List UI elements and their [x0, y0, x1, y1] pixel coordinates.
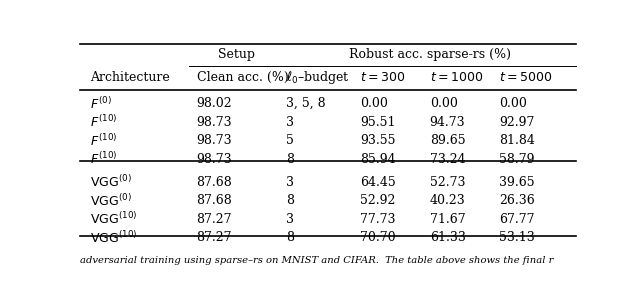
Text: 0.00: 0.00 [499, 97, 527, 110]
Text: 95.51: 95.51 [360, 116, 396, 129]
Text: Setup: Setup [218, 48, 255, 61]
Text: 98.73: 98.73 [196, 134, 232, 147]
Text: 71.67: 71.67 [429, 213, 465, 226]
Text: 89.65: 89.65 [429, 134, 465, 147]
Text: 26.36: 26.36 [499, 194, 535, 207]
Text: Clean acc. (%): Clean acc. (%) [196, 71, 288, 84]
Text: 93.55: 93.55 [360, 134, 396, 147]
Text: 67.77: 67.77 [499, 213, 534, 226]
Text: 3: 3 [286, 116, 294, 129]
Text: 40.23: 40.23 [429, 194, 465, 207]
Text: $\mathrm{VGG}^{(10)}$: $\mathrm{VGG}^{(10)}$ [90, 230, 137, 246]
Text: 87.27: 87.27 [196, 231, 232, 244]
Text: 3: 3 [286, 213, 294, 226]
Text: 8: 8 [286, 153, 294, 166]
Text: $t = 300$: $t = 300$ [360, 71, 406, 84]
Text: 77.73: 77.73 [360, 213, 396, 226]
Text: Robust acc. sparse-rs (%): Robust acc. sparse-rs (%) [349, 48, 511, 61]
Text: 8: 8 [286, 194, 294, 207]
Text: 8: 8 [286, 231, 294, 244]
Text: 5: 5 [286, 134, 294, 147]
Text: $F^{(10)}$: $F^{(10)}$ [90, 114, 117, 130]
Text: 73.24: 73.24 [429, 153, 465, 166]
Text: $F^{(10)}$: $F^{(10)}$ [90, 151, 117, 167]
Text: 0.00: 0.00 [360, 97, 388, 110]
Text: 3, 5, 8: 3, 5, 8 [286, 97, 326, 110]
Text: $t = 5000$: $t = 5000$ [499, 71, 552, 84]
Text: 87.68: 87.68 [196, 176, 232, 189]
Text: 92.97: 92.97 [499, 116, 534, 129]
Text: 70.70: 70.70 [360, 231, 396, 244]
Text: 87.27: 87.27 [196, 213, 232, 226]
Text: 52.92: 52.92 [360, 194, 396, 207]
Text: 61.33: 61.33 [429, 231, 465, 244]
Text: $\ell_0$–budget: $\ell_0$–budget [286, 69, 349, 86]
Text: 52.73: 52.73 [429, 176, 465, 189]
Text: 98.73: 98.73 [196, 153, 232, 166]
Text: $\mathrm{VGG}^{(10)}$: $\mathrm{VGG}^{(10)}$ [90, 211, 137, 227]
Text: 98.02: 98.02 [196, 97, 232, 110]
Text: 85.94: 85.94 [360, 153, 396, 166]
Text: $F^{(0)}$: $F^{(0)}$ [90, 96, 111, 112]
Text: 81.84: 81.84 [499, 134, 535, 147]
Text: $t = 1000$: $t = 1000$ [429, 71, 483, 84]
Text: adversarial training using sparse–rs on MNIST and CIFAR.  The table above shows : adversarial training using sparse–rs on … [80, 256, 554, 265]
Text: 39.65: 39.65 [499, 176, 535, 189]
Text: 87.68: 87.68 [196, 194, 232, 207]
Text: 94.73: 94.73 [429, 116, 465, 129]
Text: $\mathrm{VGG}^{(0)}$: $\mathrm{VGG}^{(0)}$ [90, 193, 132, 209]
Text: 53.13: 53.13 [499, 231, 535, 244]
Text: 58.79: 58.79 [499, 153, 534, 166]
Text: 0.00: 0.00 [429, 97, 458, 110]
Text: 3: 3 [286, 176, 294, 189]
Text: $\mathrm{VGG}^{(0)}$: $\mathrm{VGG}^{(0)}$ [90, 174, 132, 190]
Text: $F^{(10)}$: $F^{(10)}$ [90, 133, 117, 149]
Text: 64.45: 64.45 [360, 176, 396, 189]
Text: 98.73: 98.73 [196, 116, 232, 129]
Text: Architecture: Architecture [90, 71, 170, 84]
